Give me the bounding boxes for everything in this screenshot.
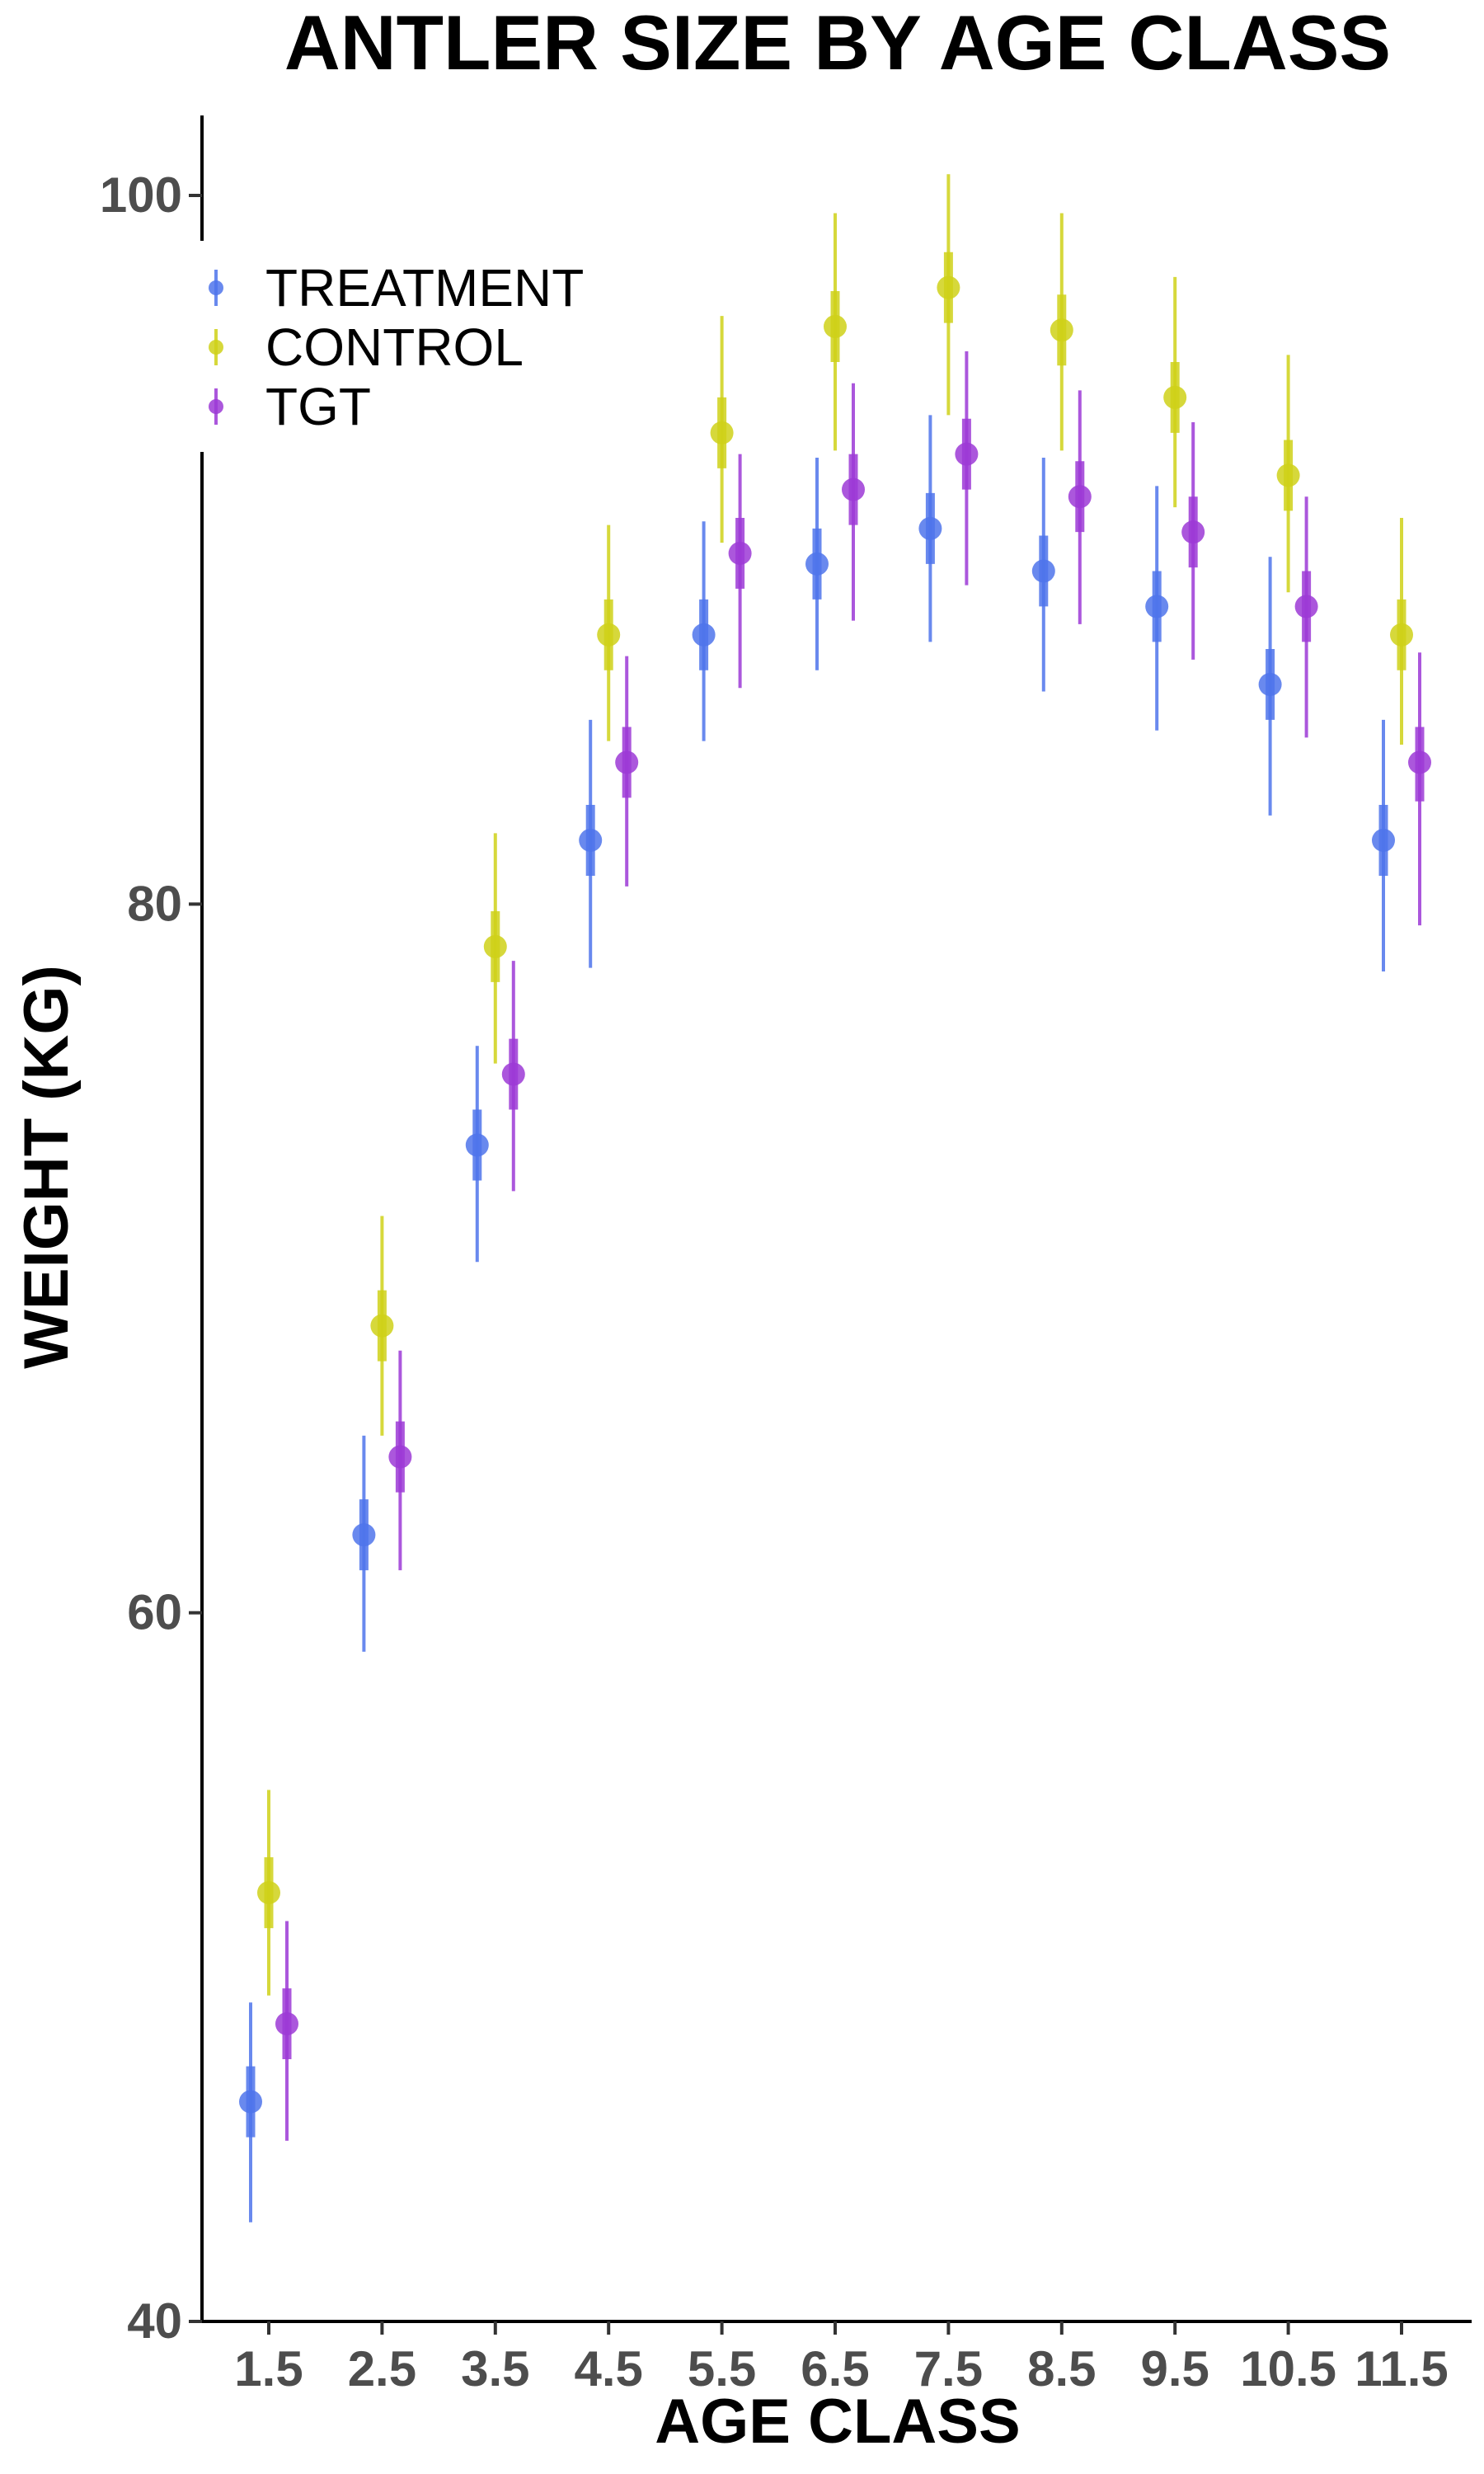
y-tick-label: 40 <box>127 2293 182 2349</box>
data-point <box>597 623 621 647</box>
x-tick-label: 5.5 <box>688 2341 756 2396</box>
x-tick-label: 7.5 <box>914 2341 983 2396</box>
data-point <box>239 2090 262 2114</box>
data-point <box>824 314 847 338</box>
data-point <box>937 275 960 299</box>
data-point <box>388 1445 412 1469</box>
data-point <box>352 1523 376 1547</box>
data-point <box>1294 595 1318 618</box>
data-point <box>275 2012 298 2036</box>
data-point <box>465 1133 489 1157</box>
data-point <box>1372 828 1395 852</box>
data-point <box>370 1314 394 1338</box>
x-tick-label: 1.5 <box>234 2341 303 2396</box>
legend-label: TREATMENT <box>265 258 584 317</box>
legend-key-point <box>209 399 223 414</box>
data-point <box>1408 750 1431 774</box>
data-point <box>1145 595 1169 618</box>
data-point <box>615 750 639 774</box>
data-point <box>1276 463 1300 487</box>
legend-key-point <box>209 340 223 355</box>
data-point <box>579 828 603 852</box>
x-tick-label: 8.5 <box>1027 2341 1096 2396</box>
data-point <box>692 623 716 647</box>
data-point <box>728 541 752 565</box>
data-points <box>239 174 1431 2222</box>
data-point <box>1031 559 1055 583</box>
data-point <box>1068 485 1092 509</box>
legend-background <box>186 241 615 452</box>
data-point <box>1163 385 1187 409</box>
data-point <box>257 1881 280 1905</box>
y-tick-label: 100 <box>100 167 182 223</box>
data-point <box>805 552 829 576</box>
y-tick-label: 80 <box>127 876 182 931</box>
legend-label: CONTROL <box>265 317 524 377</box>
x-tick-label: 10.5 <box>1240 2341 1336 2396</box>
chart-title: ANTLER SIZE BY AGE CLASS <box>284 0 1391 86</box>
x-tick-label: 4.5 <box>574 2341 642 2396</box>
legend-label: TGT <box>265 377 371 436</box>
legend-key-point <box>209 280 223 295</box>
data-point <box>1258 672 1282 696</box>
data-point <box>1181 520 1205 544</box>
y-axis-title: WEIGHT (KG) <box>12 965 82 1369</box>
series-control <box>257 174 1413 1996</box>
x-axis-title: AGE CLASS <box>655 2387 1020 2457</box>
data-point <box>955 442 979 466</box>
data-point <box>710 421 734 444</box>
data-point <box>501 1062 525 1086</box>
series-treatment <box>239 415 1395 2222</box>
x-tick-label: 2.5 <box>348 2341 416 2396</box>
x-tick-label: 9.5 <box>1140 2341 1209 2396</box>
axes: 40 60 80 100 1.5 2.5 3.5 4.5 5.5 6.5 7.5 8.5 9.5 10.5… <box>100 115 1472 2396</box>
x-tick-label: 3.5 <box>461 2341 529 2396</box>
x-tick-label: 6.5 <box>801 2341 869 2396</box>
x-tick-label: 11.5 <box>1355 2341 1448 2396</box>
data-point <box>1390 623 1413 647</box>
y-tick-label: 60 <box>127 1585 182 1640</box>
data-point <box>483 934 507 958</box>
data-point <box>842 477 865 501</box>
series-tgt <box>275 351 1431 2141</box>
data-point <box>1050 318 1073 342</box>
data-point <box>918 516 942 540</box>
